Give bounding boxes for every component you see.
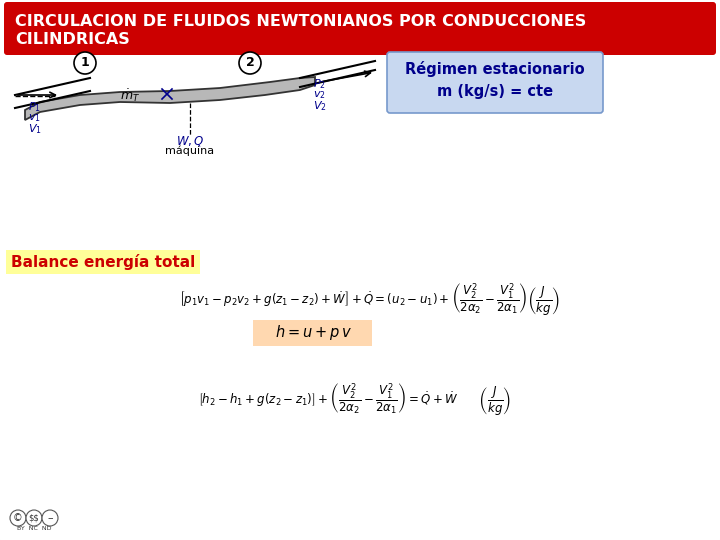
Text: $\left[h_2 - h_1 + g(z_2 - z_1)\right] + \left(\dfrac{V_2^2}{2\alpha_2} - \dfrac: $\left[h_2 - h_1 + g(z_2 - z_1)\right] +… [198, 382, 512, 418]
Circle shape [10, 510, 26, 526]
Text: $V_1$: $V_1$ [28, 122, 42, 136]
Text: $h = u + p\,v$: $h = u + p\,v$ [274, 323, 351, 342]
Text: $\dot{m}_T$: $\dot{m}_T$ [120, 87, 140, 104]
Text: $W, Q$: $W, Q$ [176, 134, 204, 148]
Circle shape [26, 510, 42, 526]
Text: CIRCULACION DE FLUIDOS NEWTONIANOS POR CONDUCCIONES: CIRCULACION DE FLUIDOS NEWTONIANOS POR C… [15, 14, 586, 29]
Text: $\$: $\$ [29, 514, 40, 523]
Text: $\left[p_1 v_1 - p_2 v_2 + g(z_1 - z_2) + \dot{W}\right] + \dot{Q} = (u_2 - u_1): $\left[p_1 v_1 - p_2 v_2 + g(z_1 - z_2) … [179, 282, 560, 318]
Circle shape [42, 510, 58, 526]
Text: 2: 2 [246, 57, 254, 70]
Text: ©: © [13, 513, 23, 523]
Circle shape [239, 52, 261, 74]
Text: –: – [48, 513, 53, 523]
Text: $P_2$: $P_2$ [313, 77, 326, 91]
Polygon shape [25, 77, 315, 120]
Text: CILINDRICAS: CILINDRICAS [15, 32, 130, 48]
Text: 1: 1 [81, 57, 89, 70]
FancyBboxPatch shape [387, 52, 603, 113]
Text: Balance energía total: Balance energía total [11, 254, 195, 270]
FancyBboxPatch shape [253, 320, 372, 346]
Text: Régimen estacionario
m (kg/s) = cte: Régimen estacionario m (kg/s) = cte [405, 61, 585, 99]
Text: máquina: máquina [166, 146, 215, 156]
Circle shape [74, 52, 96, 74]
Text: $P_1$: $P_1$ [28, 100, 41, 114]
Text: $v_2$: $v_2$ [313, 89, 325, 101]
Text: $v_1$: $v_1$ [28, 112, 41, 124]
FancyBboxPatch shape [6, 250, 200, 274]
Text: BY  NC  ND: BY NC ND [17, 526, 51, 531]
Text: $V_2$: $V_2$ [313, 99, 327, 113]
FancyBboxPatch shape [4, 2, 716, 55]
